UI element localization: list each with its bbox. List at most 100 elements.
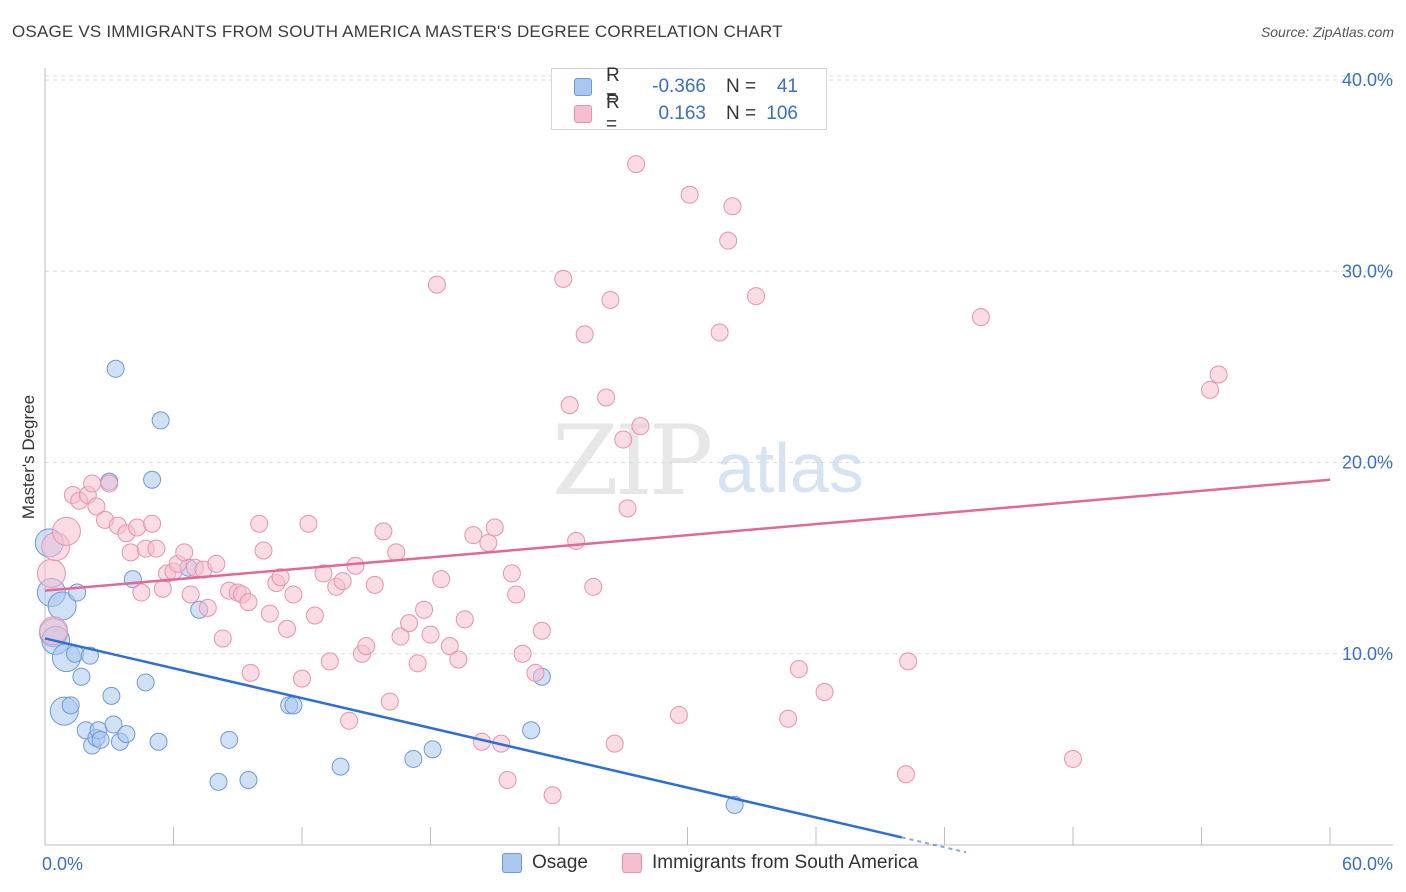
series-legend: Osage Immigrants from South America xyxy=(0,852,1406,878)
osage-point xyxy=(117,725,136,744)
immigrants-point xyxy=(971,308,990,327)
immigrants-point xyxy=(1201,380,1220,399)
osage-swatch xyxy=(502,853,522,873)
immigrants-point xyxy=(502,564,521,583)
immigrants-point xyxy=(779,709,798,728)
immigrants-point xyxy=(147,539,166,558)
immigrants-point xyxy=(250,514,269,533)
immigrants-point xyxy=(575,325,594,344)
correlation-legend: R = -0.366 N = 41 R = 0.163 N = 106 xyxy=(551,65,827,135)
immigrants-point xyxy=(380,692,399,711)
osage-point xyxy=(149,732,168,751)
immigrants-point xyxy=(449,650,468,669)
immigrants-point xyxy=(627,155,646,174)
osage-point xyxy=(220,730,239,749)
immigrants-point xyxy=(507,585,526,604)
immigrants-point xyxy=(618,499,637,518)
immigrants-swatch xyxy=(574,105,592,123)
immigrants-point xyxy=(271,568,290,587)
immigrants-point xyxy=(532,621,551,640)
immigrants-point xyxy=(526,663,545,682)
osage-point xyxy=(72,667,91,686)
y-tick-label: 20.0% xyxy=(1342,453,1393,473)
immigrants-point xyxy=(899,652,918,671)
immigrants-point xyxy=(299,514,318,533)
watermark-atlas: atlas xyxy=(716,429,864,507)
immigrants-point xyxy=(567,531,586,550)
axes xyxy=(44,68,1393,846)
immigrants-point xyxy=(560,396,579,415)
immigrants-point xyxy=(710,323,729,342)
immigrants-point xyxy=(1209,365,1228,384)
immigrants-point xyxy=(479,533,498,552)
osage-trend-extension xyxy=(901,836,967,854)
immigrants-point xyxy=(719,231,738,250)
y-axis-label: Master's Degree xyxy=(19,395,38,519)
osage-point xyxy=(209,772,228,791)
legend-row-osage: R = -0.366 N = 41 xyxy=(574,65,798,108)
chart-source: Source: ZipAtlas.com xyxy=(1260,24,1394,40)
immigrants-point xyxy=(896,765,915,784)
tick-labels: 10.0% 20.0% 30.0% 40.0% 0.0% 60.0% xyxy=(42,70,1393,874)
n-value: 41 xyxy=(776,76,798,97)
immigrants-point xyxy=(239,593,258,612)
immigrants-point xyxy=(440,637,459,656)
immigrants-point xyxy=(143,514,162,533)
immigrants-point xyxy=(374,522,393,541)
immigrants-point xyxy=(601,290,620,309)
immigrants-point xyxy=(464,526,483,545)
immigrants-point xyxy=(584,577,603,596)
immigrants-point xyxy=(513,644,532,663)
legend-item-osage: Osage xyxy=(502,852,588,874)
x-tick-label: 60.0% xyxy=(1342,854,1393,874)
immigrants-point xyxy=(153,579,172,598)
trend-lines xyxy=(44,478,1331,854)
osage-swatch xyxy=(574,78,592,96)
legend-label: Immigrants from South America xyxy=(652,852,919,873)
immigrants-point xyxy=(83,474,102,493)
osage-point xyxy=(522,721,541,740)
immigrants-point xyxy=(198,598,217,617)
immigrants-point xyxy=(278,619,297,638)
immigrants-point xyxy=(320,652,339,671)
immigrants-point xyxy=(614,430,633,449)
legend-label: Osage xyxy=(532,852,588,873)
immigrants-point xyxy=(597,388,616,407)
osage-point xyxy=(284,696,303,715)
immigrants-point xyxy=(432,570,451,589)
immigrants-point xyxy=(365,575,384,594)
osage-point xyxy=(106,359,125,378)
immigrants-point xyxy=(400,614,419,633)
osage-point xyxy=(143,470,162,489)
immigrants-point xyxy=(181,585,200,604)
immigrants-point xyxy=(254,541,273,560)
r-value: -0.366 xyxy=(652,76,706,97)
n-label: N = xyxy=(726,103,757,124)
immigrants-point xyxy=(485,518,504,537)
immigrants-point xyxy=(498,770,517,789)
legend-item-immigrants: Immigrants from South America xyxy=(622,852,918,874)
immigrants-point xyxy=(284,585,303,604)
immigrants-swatch xyxy=(622,853,642,873)
immigrants-point xyxy=(815,683,834,701)
immigrants-point xyxy=(305,606,324,625)
x-tick-label: 0.0% xyxy=(42,854,83,874)
immigrants-trend-line xyxy=(44,478,1331,592)
immigrants-point xyxy=(121,543,140,562)
osage-point xyxy=(104,715,123,734)
immigrants-point xyxy=(455,610,474,629)
osage-point xyxy=(331,757,350,776)
immigrants-point xyxy=(333,572,352,591)
immigrants-point xyxy=(36,558,66,588)
osage-point xyxy=(404,749,423,768)
r-label: R = xyxy=(606,92,620,135)
immigrants-point xyxy=(415,600,434,619)
immigrants-point xyxy=(293,669,311,688)
immigrants-point xyxy=(51,516,81,546)
immigrants-point xyxy=(128,518,147,537)
immigrants-point xyxy=(408,654,427,673)
immigrants-point xyxy=(680,185,699,204)
immigrants-point xyxy=(789,660,808,679)
y-tick-label: 10.0% xyxy=(1342,644,1393,664)
immigrants-point xyxy=(340,711,359,730)
